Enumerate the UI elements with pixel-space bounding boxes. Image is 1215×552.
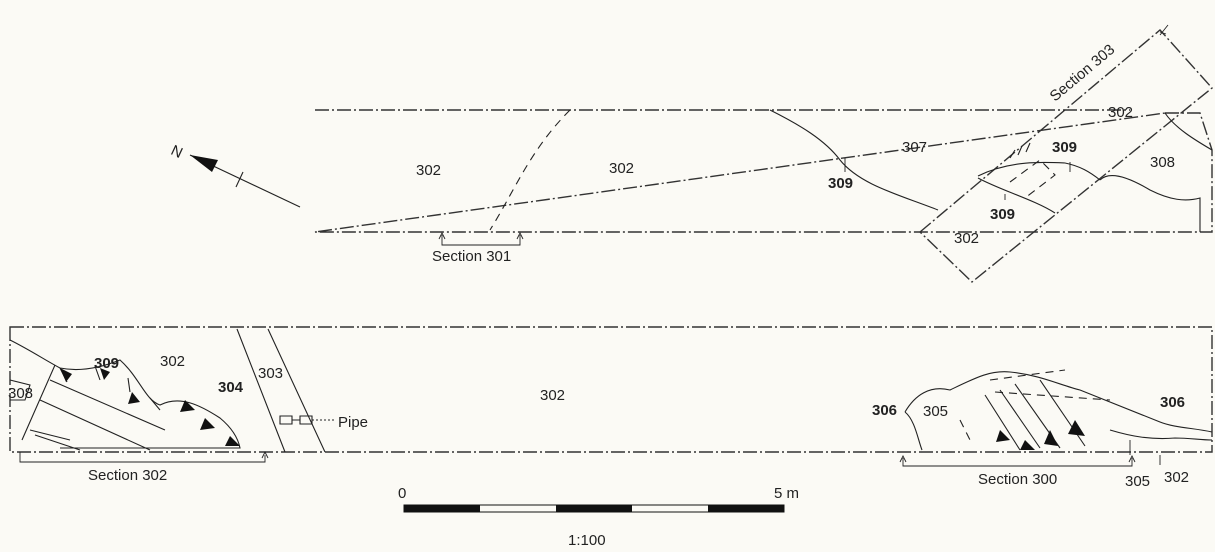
cut-309-hachures — [1009, 142, 1031, 159]
label-302-b: 302 — [609, 160, 634, 177]
label-section-300: Section 300 — [978, 471, 1057, 488]
cut-309-hachures-lower — [59, 365, 161, 411]
label-leaders-lower — [1129, 440, 1161, 465]
scale-ratio-label: 1:100 — [568, 532, 606, 549]
lower-trench: 302 302 305 302 309 304 306 306 308 303 … — [8, 326, 1213, 490]
label-302-lower-a: 302 — [160, 353, 185, 370]
label-309-lower: 309 — [94, 355, 119, 372]
north-arrow: N — [168, 142, 301, 208]
cut-309-line-b — [977, 161, 1101, 181]
scale-bar-segment — [404, 505, 480, 512]
label-308-lower: 308 — [8, 385, 33, 402]
label-308: 308 — [1150, 154, 1175, 171]
label-302-lower-c: 302 — [1164, 469, 1189, 486]
lower-trench-boundary — [9, 326, 1213, 453]
cut-309-line-a — [769, 109, 939, 211]
section-303-trench — [918, 29, 1214, 283]
label-302-c: 302 — [1108, 104, 1133, 121]
deposit-305-outline — [904, 371, 1213, 433]
label-section-302: Section 302 — [88, 467, 167, 484]
cut-309-outline — [9, 339, 241, 449]
pipe-symbol — [279, 415, 313, 425]
label-305-small: 305 — [1125, 473, 1150, 490]
upper-trench: 302 302 307 302 308 302 309 309 309 Sect… — [314, 24, 1214, 283]
scale-bar-segments — [404, 505, 784, 512]
label-303: 303 — [258, 365, 283, 382]
section-303-marker — [1159, 24, 1169, 36]
label-306-a: 306 — [872, 402, 897, 419]
cut-306-triangles — [996, 420, 1085, 450]
ditch-303-lines — [236, 328, 326, 453]
label-section-301: Section 301 — [432, 248, 511, 265]
cut-309-line-c — [977, 177, 1056, 214]
label-306-b: 306 — [1160, 394, 1185, 411]
scale-bar: 0 5 m 1:100 — [398, 485, 799, 549]
scale-bar-segment — [556, 505, 632, 512]
section-301-marker — [438, 231, 524, 246]
deposit-308-lower — [9, 379, 31, 401]
scale-bar-segment — [708, 505, 784, 512]
cut-306-dashes — [959, 369, 1111, 441]
cut-309-triangles — [60, 368, 240, 446]
north-label: N — [168, 142, 185, 162]
label-leader-309 — [844, 158, 1071, 200]
scale-start-label: 0 — [398, 485, 406, 502]
label-309-b: 309 — [1052, 139, 1077, 156]
upper-trench-boundary — [314, 109, 1213, 233]
section-302-marker — [19, 450, 269, 463]
cut-309-dashed-inner — [1009, 159, 1056, 199]
deposit-306-lower-edge — [904, 411, 1213, 451]
deposit-308-edge — [1099, 175, 1201, 232]
label-section-303: Section 303 — [1047, 41, 1119, 105]
cut-309-curve-upper — [489, 109, 571, 231]
label-302-a: 302 — [416, 162, 441, 179]
label-302-d: 302 — [954, 230, 979, 247]
label-307: 307 — [902, 139, 927, 156]
deposit-308-edge-top — [1164, 112, 1213, 151]
section-302-trench — [21, 364, 166, 451]
label-305-lower: 305 — [923, 403, 948, 420]
label-309-a: 309 — [828, 175, 853, 192]
cut-306-features — [984, 379, 1086, 451]
scale-end-label: 5 m — [774, 485, 799, 502]
label-pipe: Pipe — [338, 414, 368, 431]
label-302-lower-b: 302 — [540, 387, 565, 404]
label-309-c: 309 — [990, 206, 1015, 223]
label-304: 304 — [218, 379, 244, 396]
section-300-marker — [899, 454, 1136, 467]
